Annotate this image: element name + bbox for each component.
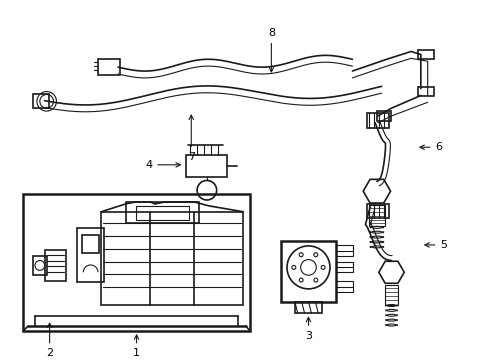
Bar — [81, 235, 99, 253]
Bar — [33, 94, 48, 108]
Bar — [101, 212, 243, 305]
Bar — [366, 204, 388, 217]
Text: 3: 3 — [305, 317, 311, 341]
Bar — [44, 250, 66, 281]
Bar — [384, 285, 398, 305]
Bar — [281, 241, 335, 302]
Bar — [135, 206, 189, 220]
Bar — [335, 261, 353, 272]
Bar — [335, 245, 353, 256]
Bar — [77, 228, 104, 282]
Text: 4: 4 — [145, 160, 180, 170]
Bar — [417, 50, 433, 59]
Text: 8: 8 — [267, 28, 274, 72]
Bar — [417, 87, 433, 96]
Bar — [376, 111, 390, 121]
Text: 6: 6 — [419, 142, 442, 152]
Text: 2: 2 — [46, 323, 53, 359]
Text: 7: 7 — [187, 115, 194, 162]
Bar — [366, 113, 388, 128]
Text: 5: 5 — [424, 240, 447, 250]
Bar — [98, 59, 120, 75]
Bar — [368, 205, 384, 226]
Text: 1: 1 — [133, 335, 140, 359]
Bar — [33, 256, 46, 275]
Bar — [335, 281, 353, 292]
Bar — [294, 302, 322, 313]
Bar — [23, 194, 249, 331]
Bar — [125, 202, 199, 224]
Bar — [186, 155, 227, 176]
